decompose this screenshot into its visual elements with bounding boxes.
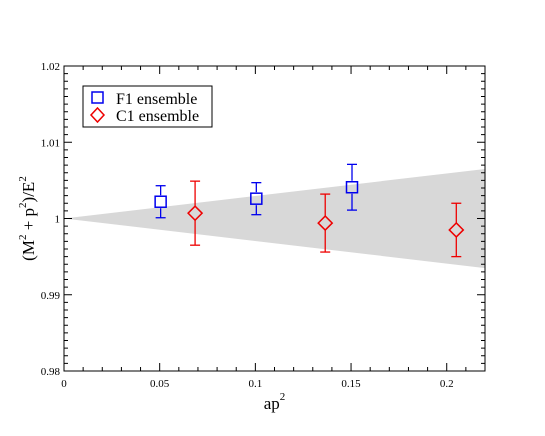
x-tick-label: 0.15 xyxy=(341,378,361,390)
y-tick-label: 0.99 xyxy=(41,290,61,302)
x-axis-label: ap2 xyxy=(264,391,286,413)
square-data-point xyxy=(345,180,359,194)
y-axis-label: (M2 + p2)/E2 xyxy=(17,176,38,261)
legend-diamond-marker xyxy=(89,106,106,124)
legend-label-c1: C1 ensemble xyxy=(116,108,199,125)
diamond-data-point xyxy=(187,205,204,222)
diamond-data-point xyxy=(448,221,465,238)
square-data-point xyxy=(250,192,263,205)
y-tick-label: 1 xyxy=(55,214,61,226)
x-tick-label: 0.05 xyxy=(150,378,170,390)
legend: F1 ensemble C1 ensemble xyxy=(82,85,213,128)
x-tick-label: 0.1 xyxy=(248,378,262,390)
legend-label-f1: F1 ensemble xyxy=(116,91,197,108)
x-tick-label: 0.2 xyxy=(440,378,454,390)
diamond-data-point xyxy=(317,215,334,232)
square-data-point xyxy=(154,195,167,208)
y-tick-label: 1.01 xyxy=(41,137,60,149)
legend-box xyxy=(82,85,213,128)
uncertainty-band xyxy=(64,168,485,269)
legend-square-marker xyxy=(91,91,104,104)
y-tick-label: 0.98 xyxy=(41,366,61,378)
x-tick-label: 0 xyxy=(61,378,67,390)
y-tick-label: 1.02 xyxy=(41,61,60,73)
